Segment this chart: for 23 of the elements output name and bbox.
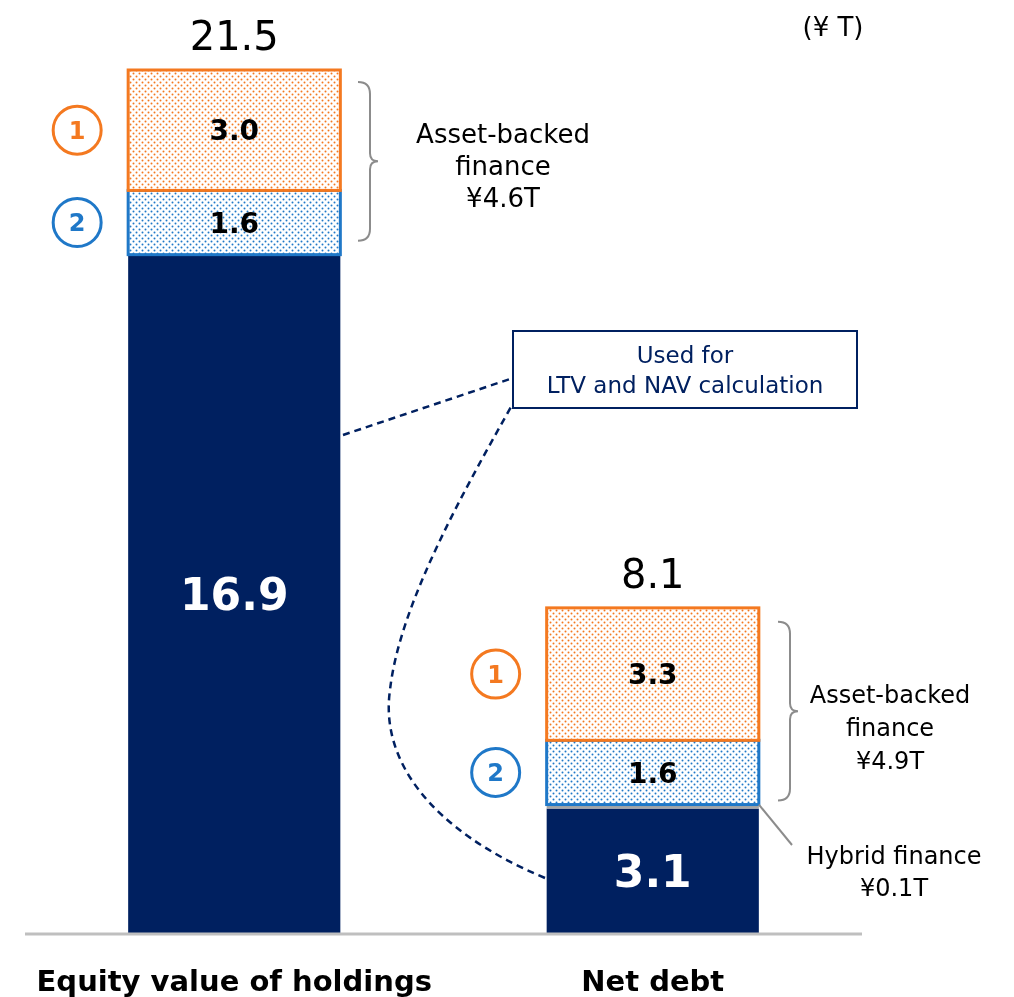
data-label: 1.6 [627,756,678,790]
data-label: 1.6 [209,206,260,240]
annotation: Asset-backed finance ¥4.6T [416,119,590,213]
text: 1 [68,116,86,145]
text: 2 [68,209,86,238]
data-label: 3.3 [627,658,678,692]
annotation: Used for LTV and NAV calculation [546,342,824,398]
series-label: 2 [487,759,505,788]
series-label: 1 [487,660,505,689]
bar [126,68,342,192]
data-label: 16.9 [179,568,289,620]
annotation: Asset-backed finance ¥4.9T [809,681,971,775]
text: (¥ T) [802,12,864,42]
x-tick-label: Net debt [581,964,725,997]
x-tick-label: Equity value of holdings [36,964,432,997]
bar [128,254,341,933]
data-label: 3.0 [209,114,260,148]
annotation: Hybrid finance ¥0.1T [806,842,982,902]
bar [545,606,761,742]
data-label: 3.1 [613,845,692,897]
total-label: 21.5 [189,13,279,59]
total-label: 8.1 [620,550,685,597]
bar [546,808,759,933]
